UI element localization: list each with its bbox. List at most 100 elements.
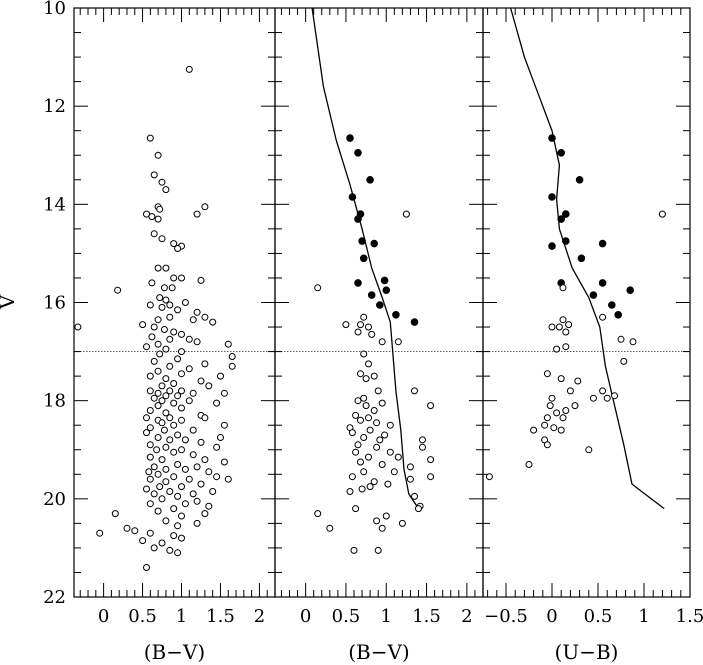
open-point <box>156 350 164 358</box>
open-point <box>553 345 561 353</box>
y-tick-label: 20 <box>43 489 66 510</box>
open-point <box>386 421 394 429</box>
open-point <box>178 483 185 491</box>
open-point <box>170 448 178 456</box>
x-tick-label: 0.5 <box>332 606 361 627</box>
open-point <box>189 426 197 434</box>
filled-point <box>577 254 586 263</box>
open-point <box>189 490 197 498</box>
filled-point <box>376 301 384 309</box>
open-point <box>181 465 189 473</box>
open-point <box>354 441 362 449</box>
open-point <box>166 436 174 444</box>
x-tick-label: 1.5 <box>412 606 441 627</box>
open-point <box>620 357 628 365</box>
open-point <box>123 524 131 532</box>
open-point <box>562 407 570 414</box>
x-tick-label: 0 <box>300 606 311 627</box>
open-point <box>365 323 372 331</box>
open-point <box>178 512 185 520</box>
open-point <box>154 389 162 397</box>
open-point <box>220 458 228 466</box>
open-point <box>370 478 378 486</box>
open-point <box>362 375 370 383</box>
open-point <box>213 399 221 407</box>
open-point <box>342 321 350 329</box>
open-point <box>162 409 170 417</box>
filled-point <box>614 311 623 319</box>
open-point <box>373 517 381 525</box>
open-point <box>189 316 197 324</box>
open-point <box>381 431 389 439</box>
open-point <box>185 365 193 373</box>
open-point <box>201 414 209 422</box>
open-point <box>131 527 139 535</box>
open-point <box>154 507 162 515</box>
plot-area <box>311 8 435 554</box>
open-point <box>378 524 386 532</box>
open-point <box>346 488 354 495</box>
open-point <box>427 473 435 481</box>
open-point <box>150 463 158 471</box>
open-point <box>170 274 178 282</box>
open-point <box>373 443 381 451</box>
open-point <box>589 394 597 402</box>
x-tick-label: 1 <box>176 606 187 627</box>
open-point <box>357 370 364 378</box>
open-point <box>154 402 162 410</box>
open-point <box>158 178 166 186</box>
y-tick-label: 14 <box>43 194 66 215</box>
filled-point <box>548 134 556 142</box>
panel-1: 0 0.5 1 1.5 2 10 12 14 16 18 20 22 (B−V) <box>43 0 276 664</box>
open-point <box>546 402 554 410</box>
filled-point <box>562 237 570 245</box>
x-tick-label: 1 <box>381 606 392 627</box>
open-point <box>146 134 154 142</box>
open-point <box>166 546 174 554</box>
open-point <box>156 205 164 213</box>
open-point <box>201 510 209 518</box>
filled-point <box>392 311 400 319</box>
filled-point <box>548 193 556 201</box>
open-point <box>174 431 182 439</box>
open-point <box>174 392 182 400</box>
open-point <box>543 370 551 378</box>
open-point <box>146 500 154 508</box>
open-point <box>378 461 386 468</box>
open-point <box>150 394 158 402</box>
open-point <box>566 387 574 395</box>
open-point <box>368 330 376 338</box>
open-point <box>193 308 201 316</box>
open-point <box>146 453 154 461</box>
x-tick-label: 1 <box>638 606 649 627</box>
open-point <box>162 264 170 272</box>
open-point <box>146 387 154 395</box>
filled-point <box>346 134 354 142</box>
open-point <box>148 213 156 221</box>
open-point <box>114 286 122 294</box>
open-point <box>201 456 209 464</box>
open-point <box>378 399 386 407</box>
open-point <box>201 203 209 211</box>
filled-point <box>380 276 389 285</box>
open-point <box>154 264 162 272</box>
open-point <box>548 394 556 402</box>
open-point <box>402 210 410 218</box>
open-point <box>178 416 185 424</box>
open-point <box>224 475 232 483</box>
open-point <box>205 502 213 510</box>
open-point <box>174 549 182 557</box>
filled-point <box>358 237 366 245</box>
x-axis-label: (U−B) <box>555 640 619 664</box>
open-point <box>629 338 637 346</box>
filled-point <box>608 301 616 309</box>
y-tick-label: 12 <box>43 96 66 117</box>
open-point <box>158 382 166 390</box>
open-point <box>201 313 209 321</box>
open-point <box>146 475 154 483</box>
open-point <box>360 394 368 402</box>
open-point <box>382 512 390 520</box>
open-point <box>174 461 182 468</box>
filled-point <box>598 239 607 248</box>
